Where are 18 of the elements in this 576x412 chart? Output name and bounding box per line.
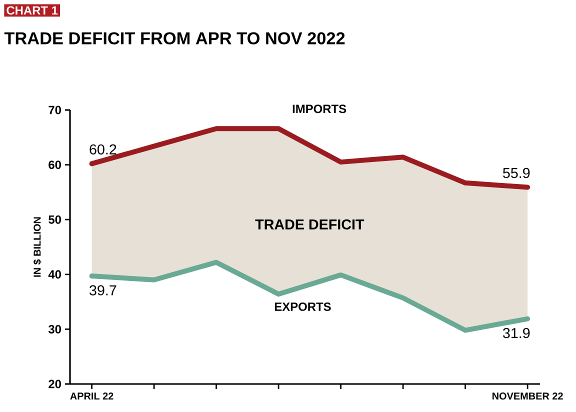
y-axis-title: IN $ BILLION <box>33 217 42 277</box>
data-label: 31.9 <box>502 328 530 338</box>
caption: CHART 1 <box>6 6 58 15</box>
y-tick-label: 30 <box>48 324 61 334</box>
x-tick-label: NOVEMBER 22 <box>492 392 563 400</box>
y-tick-label: 50 <box>48 215 61 224</box>
y-tick-label: 60 <box>48 160 61 170</box>
y-tick-label: 40 <box>48 270 61 279</box>
chart-title: TRADE DEFICIT FROM APR TO NOV 2022 <box>4 32 345 44</box>
data-label: 55.9 <box>503 168 530 178</box>
data-label: 39.7 <box>90 285 116 296</box>
x-tick-label: APRIL 22 <box>70 392 114 400</box>
y-tick-label: 20 <box>48 380 61 388</box>
data-label: 60.2 <box>90 144 116 155</box>
annotation: TRADE DEFICIT <box>255 219 364 230</box>
series-label: EXPORTS <box>274 302 331 311</box>
series-label: IMPORTS <box>292 104 346 114</box>
y-tick-label: 70 <box>48 106 61 114</box>
